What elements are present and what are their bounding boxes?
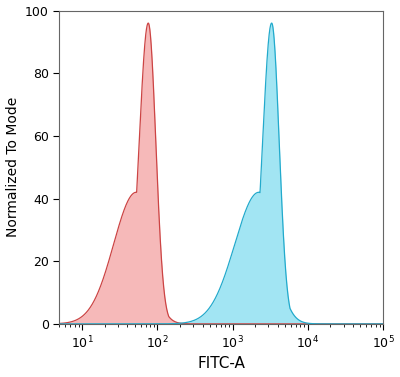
X-axis label: FITC-A: FITC-A — [197, 356, 245, 371]
Y-axis label: Normalized To Mode: Normalized To Mode — [6, 97, 20, 238]
